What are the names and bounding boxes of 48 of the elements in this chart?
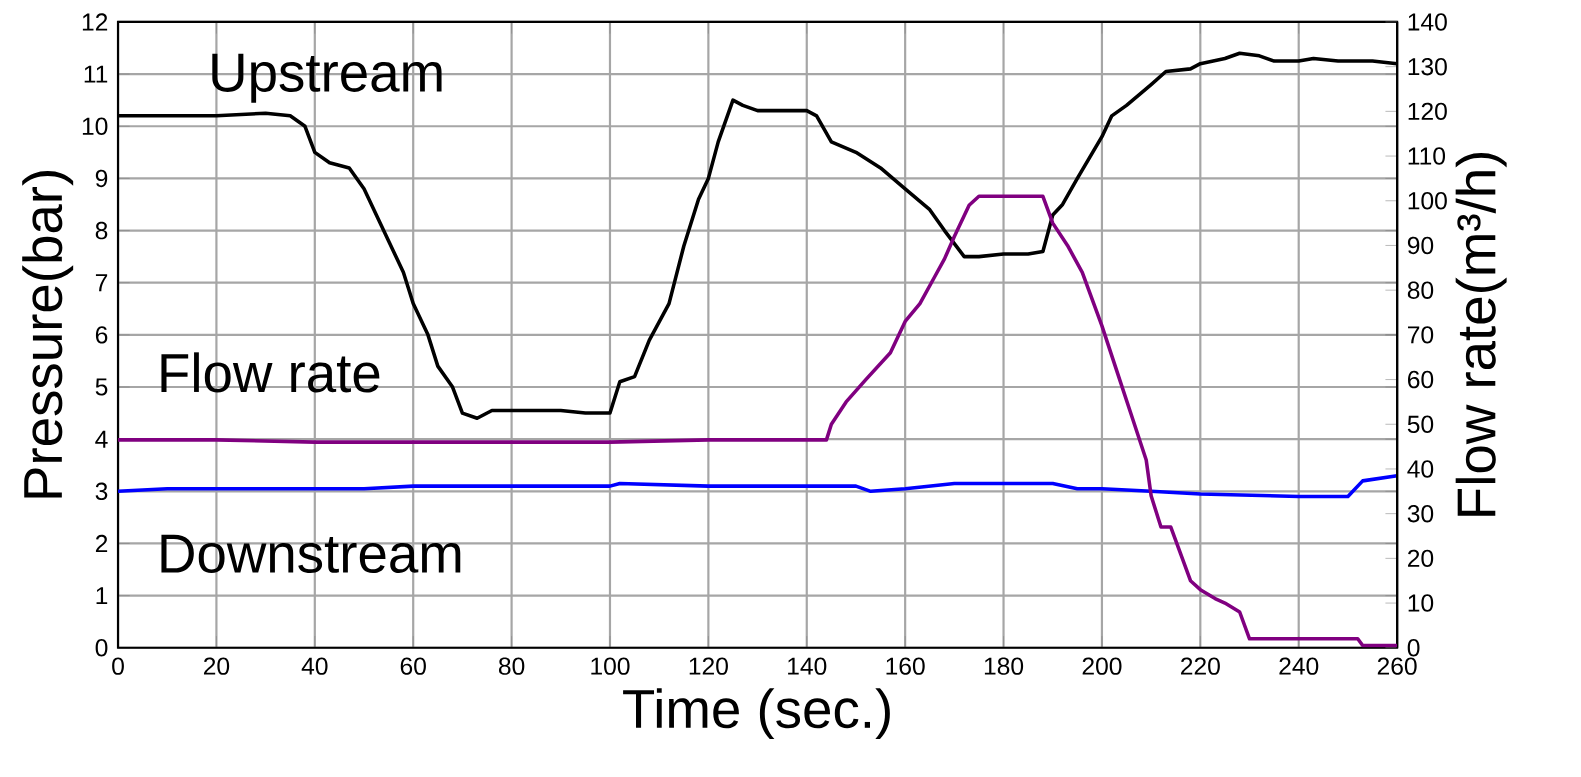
y2-tick-label: 50 bbox=[1407, 415, 1434, 434]
y-tick-label: 2 bbox=[95, 534, 108, 553]
y2-tick-label: 90 bbox=[1407, 236, 1434, 255]
y-tick-label: 9 bbox=[95, 169, 108, 188]
x-tick-label: 220 bbox=[1181, 657, 1220, 675]
y2-tick-label: 140 bbox=[1408, 13, 1447, 31]
y2-tick-label: 110 bbox=[1408, 147, 1446, 165]
x-tick-label: 100 bbox=[591, 657, 630, 675]
y2-tick-label: 130 bbox=[1408, 58, 1447, 76]
y2-tick-label: 70 bbox=[1408, 326, 1434, 344]
y2-tick-label: 60 bbox=[1408, 370, 1434, 389]
y-tick-label: 5 bbox=[95, 378, 108, 396]
y2-tick-label: 40 bbox=[1407, 460, 1434, 478]
x-tick-label: 0 bbox=[112, 657, 124, 675]
y2-tick-label: 100 bbox=[1408, 192, 1447, 210]
y-tick-label: 1 bbox=[96, 587, 108, 605]
y-tick-label: 7 bbox=[95, 274, 108, 292]
y2-tick-label: 10 bbox=[1408, 594, 1434, 612]
x-tick-label: 80 bbox=[498, 657, 525, 675]
y2-tick-label: 80 bbox=[1407, 281, 1434, 299]
x-tick-label: 240 bbox=[1279, 657, 1319, 675]
y-tick-label: 6 bbox=[95, 326, 108, 344]
x-tick-label: 120 bbox=[689, 657, 728, 675]
x-tick-label: 20 bbox=[203, 657, 230, 675]
x-tick-label: 40 bbox=[301, 657, 328, 675]
x-tick-label: 140 bbox=[788, 657, 827, 675]
y2-axis-title: Flow rate(m³/h) bbox=[1455, 153, 1507, 516]
y2-tick-label: 120 bbox=[1408, 102, 1447, 121]
x-axis-title: Time (sec.) bbox=[623, 688, 890, 740]
x-tick-label: 160 bbox=[886, 657, 925, 675]
y-tick-label: 8 bbox=[95, 221, 108, 240]
y2-tick-label: 0 bbox=[1407, 639, 1420, 657]
y-tick-label: 12 bbox=[82, 13, 108, 31]
y2-tick-label: 20 bbox=[1408, 549, 1434, 568]
x-tick-label: 200 bbox=[1082, 657, 1122, 675]
y-tick-label: 10 bbox=[82, 117, 108, 136]
series-label: Downstream bbox=[161, 534, 461, 574]
series-label: Flow rate bbox=[161, 352, 380, 393]
y2-tick-label: 30 bbox=[1407, 505, 1434, 523]
series-label: Upstream bbox=[212, 53, 442, 103]
y-axis-title: Pressure(bar) bbox=[22, 171, 74, 498]
y-tick-label: 0 bbox=[95, 639, 108, 657]
x-tick-label: 60 bbox=[400, 657, 426, 675]
x-tick-label: 180 bbox=[984, 657, 1024, 675]
y-tick-label: 4 bbox=[95, 430, 108, 448]
x-tick-label: 260 bbox=[1377, 657, 1417, 675]
y-tick-label: 3 bbox=[95, 482, 108, 501]
y-tick-label: 11 bbox=[84, 65, 108, 83]
